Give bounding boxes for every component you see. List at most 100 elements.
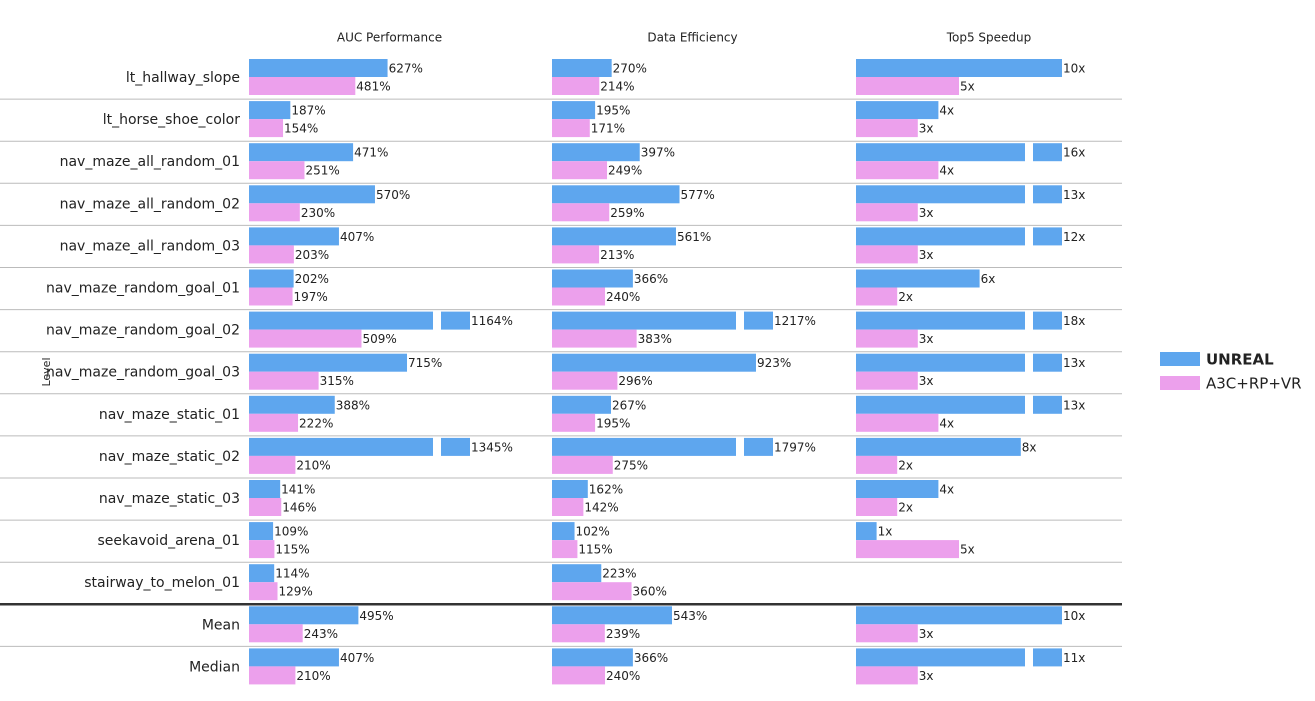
- bar: [249, 59, 388, 77]
- bar: [249, 119, 284, 138]
- value-label: 240%: [606, 669, 640, 683]
- bar: [249, 582, 278, 601]
- bar: [856, 245, 918, 264]
- bar-break-stub: [441, 437, 470, 456]
- bar: [856, 624, 918, 643]
- bar: [249, 540, 275, 559]
- value-label: 230%: [301, 206, 335, 220]
- bar: [552, 582, 632, 601]
- bar: [856, 395, 1025, 414]
- value-label: 10x: [1063, 62, 1085, 76]
- bar: [552, 522, 575, 541]
- bar: [249, 564, 275, 583]
- value-label: 141%: [281, 483, 315, 497]
- value-label: 1345%: [471, 440, 513, 454]
- value-label: 249%: [608, 164, 642, 178]
- bar: [249, 606, 359, 625]
- bar-break-stub: [1033, 185, 1062, 204]
- y-axis-label: Level: [40, 357, 53, 386]
- category-label: Mean: [202, 617, 240, 633]
- value-label: 210%: [296, 458, 330, 472]
- value-label: 270%: [613, 62, 647, 76]
- value-label: 366%: [634, 272, 668, 286]
- bar-break-stub: [1033, 143, 1062, 162]
- bar: [249, 245, 294, 264]
- bar-break-stub: [1033, 395, 1062, 414]
- bar: [856, 437, 1021, 456]
- legend-swatch: [1160, 376, 1200, 390]
- category-label: nav_maze_all_random_02: [60, 196, 240, 212]
- bar: [552, 77, 600, 95]
- bar: [856, 119, 918, 138]
- bar: [856, 413, 939, 432]
- bar: [552, 564, 602, 583]
- value-label: 407%: [340, 651, 374, 665]
- legend-swatch: [1160, 352, 1200, 366]
- value-label: 240%: [606, 290, 640, 304]
- value-label: 388%: [336, 398, 370, 412]
- value-label: 109%: [274, 525, 308, 539]
- bar: [552, 203, 610, 222]
- bar: [552, 624, 605, 643]
- value-label: 296%: [618, 374, 652, 388]
- bar: [552, 606, 673, 625]
- value-label: 471%: [354, 146, 388, 160]
- bar: [249, 269, 294, 288]
- bar: [552, 59, 612, 77]
- value-label: 543%: [673, 609, 707, 623]
- bar: [856, 143, 1025, 162]
- bar: [552, 329, 637, 348]
- value-label: 3x: [919, 248, 934, 262]
- panel-title: Data Efficiency: [647, 31, 737, 45]
- value-label: 115%: [578, 543, 612, 557]
- value-label: 1164%: [471, 314, 513, 328]
- value-label: 366%: [634, 651, 668, 665]
- bar: [249, 185, 375, 204]
- value-label: 223%: [602, 567, 636, 581]
- bar-break-stub: [1033, 648, 1062, 667]
- value-label: 509%: [362, 332, 396, 346]
- bar: [856, 522, 877, 541]
- bar: [856, 101, 939, 120]
- panel-title: Top5 Speedup: [946, 31, 1032, 45]
- value-label: 360%: [633, 585, 667, 599]
- bar: [552, 540, 578, 559]
- category-label: Median: [189, 659, 240, 675]
- value-label: 570%: [376, 188, 410, 202]
- bar-break-stub: [1033, 353, 1062, 372]
- bar: [856, 480, 939, 498]
- value-label: 13x: [1063, 188, 1085, 202]
- bar: [856, 606, 1062, 625]
- bar: [856, 455, 898, 474]
- bar: [249, 480, 281, 498]
- value-label: 129%: [279, 585, 313, 599]
- value-label: 115%: [275, 543, 309, 557]
- bar: [249, 624, 303, 643]
- bar: [856, 353, 1025, 372]
- bar: [249, 227, 339, 246]
- value-label: 197%: [294, 290, 328, 304]
- value-label: 16x: [1063, 146, 1085, 160]
- bar: [856, 77, 959, 95]
- category-label: lt_horse_shoe_color: [103, 112, 241, 128]
- value-label: 1x: [878, 525, 893, 539]
- value-label: 202%: [295, 272, 329, 286]
- value-label: 259%: [610, 206, 644, 220]
- bar: [552, 101, 596, 120]
- value-label: 315%: [320, 374, 354, 388]
- bar: [249, 648, 339, 667]
- value-label: 195%: [596, 104, 630, 118]
- bar: [552, 455, 613, 474]
- bar: [856, 227, 1025, 246]
- bar: [249, 101, 291, 120]
- bar: [249, 437, 433, 456]
- value-label: 5x: [960, 543, 975, 557]
- value-label: 4x: [939, 416, 954, 430]
- value-label: 195%: [596, 416, 630, 430]
- value-label: 2x: [898, 290, 913, 304]
- bar: [249, 143, 354, 162]
- category-label: nav_maze_random_goal_02: [46, 323, 240, 339]
- bar-break-stub: [1033, 311, 1062, 330]
- bar: [552, 287, 606, 306]
- bar: [552, 395, 612, 414]
